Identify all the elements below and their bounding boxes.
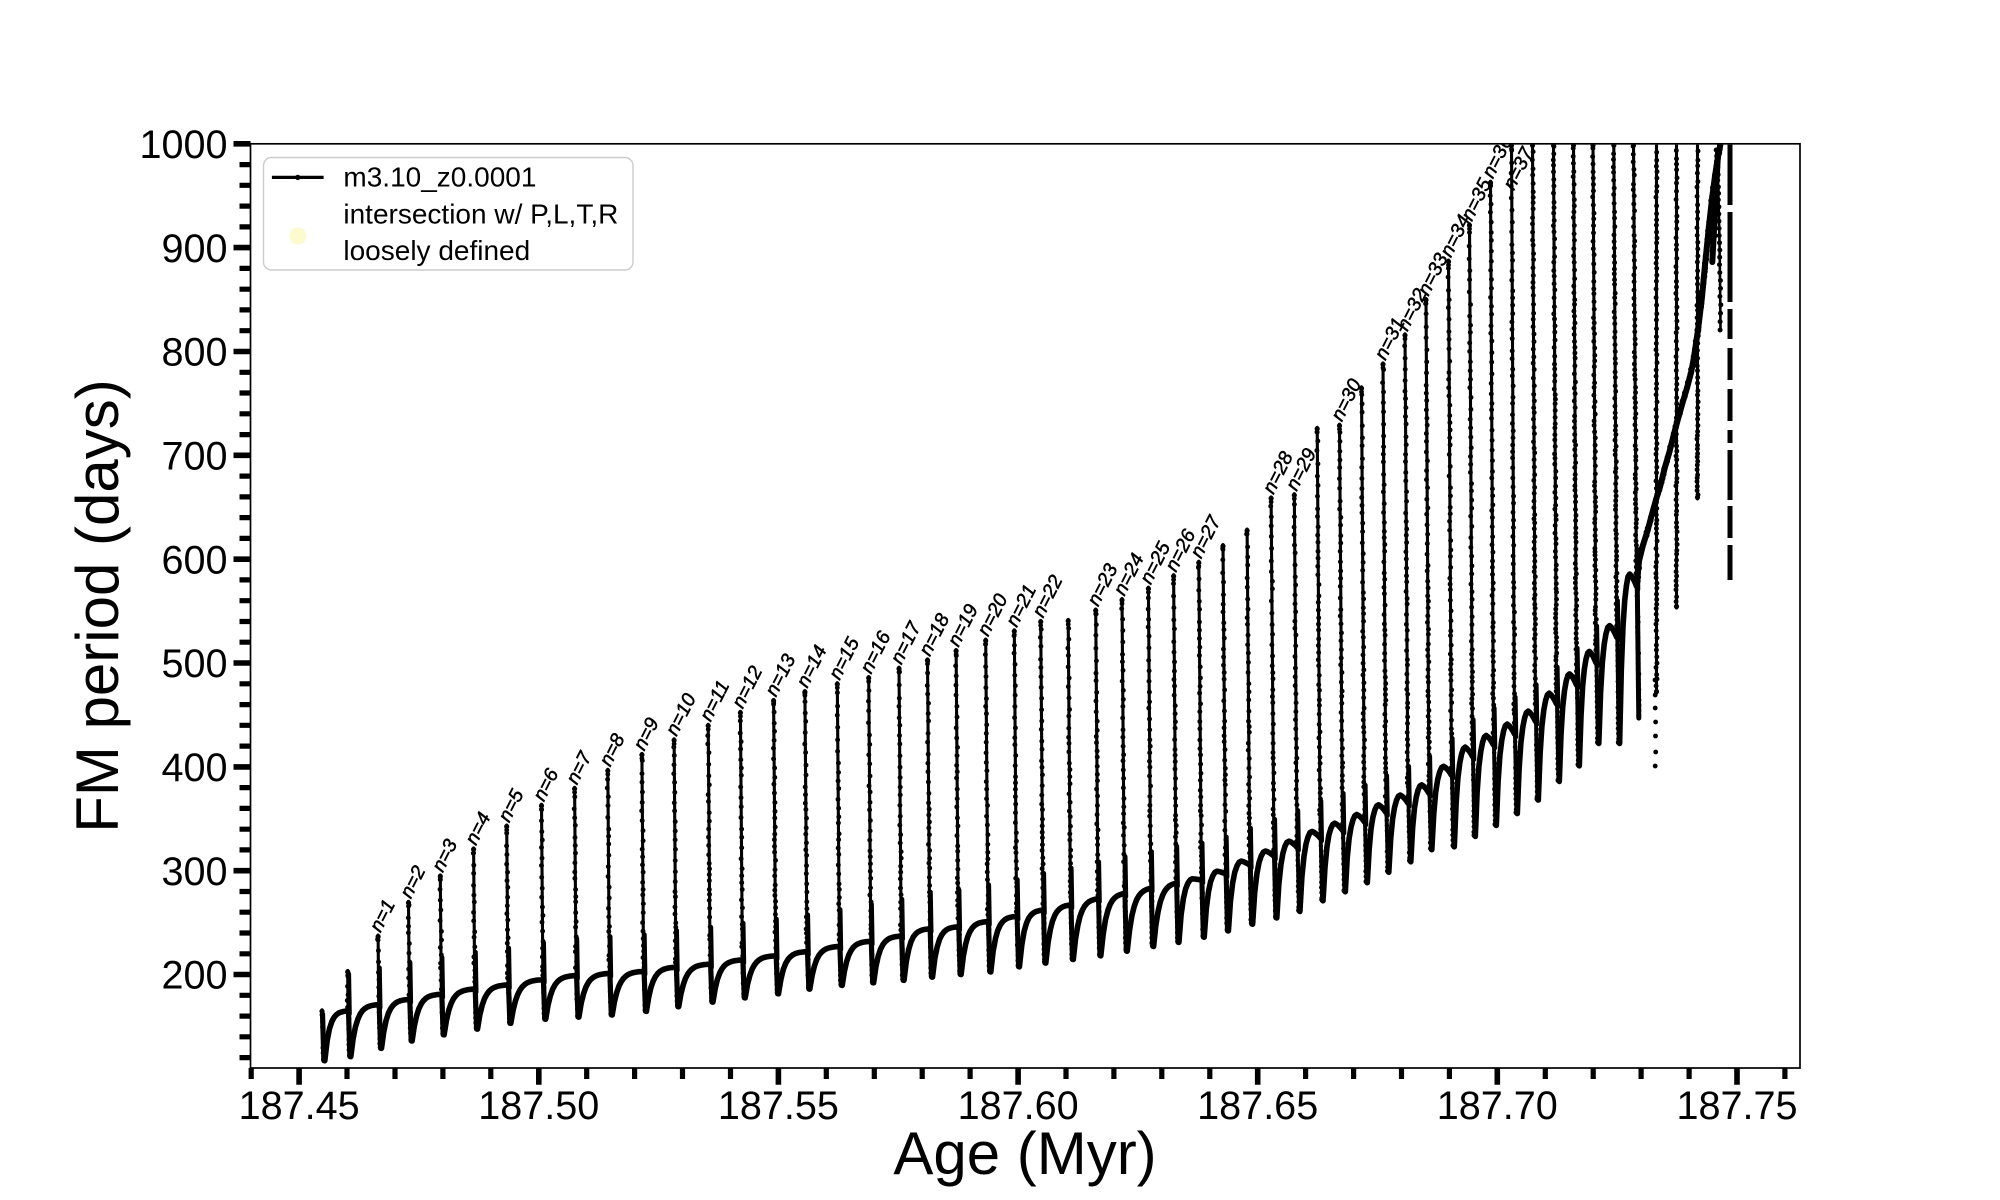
svg-text:600: 600: [161, 538, 227, 582]
svg-text:187.70: 187.70: [1437, 1084, 1558, 1128]
svg-text:700: 700: [161, 435, 227, 479]
svg-text:900: 900: [161, 227, 227, 271]
svg-text:187.75: 187.75: [1676, 1084, 1797, 1128]
svg-text:500: 500: [161, 642, 227, 686]
svg-text:intersection w/ P,L,T,R: intersection w/ P,L,T,R: [343, 198, 618, 229]
svg-text:187.45: 187.45: [239, 1084, 360, 1128]
svg-text:187.65: 187.65: [1197, 1084, 1318, 1128]
svg-text:m3.10_z0.0001: m3.10_z0.0001: [343, 161, 536, 192]
svg-text:1000: 1000: [139, 123, 227, 167]
svg-text:187.55: 187.55: [718, 1084, 839, 1128]
svg-text:FM period (days): FM period (days): [64, 379, 131, 832]
svg-text:loosely defined: loosely defined: [343, 235, 530, 266]
svg-text:187.50: 187.50: [478, 1084, 599, 1128]
svg-text:187.60: 187.60: [958, 1084, 1079, 1128]
svg-text:800: 800: [161, 331, 227, 375]
svg-text:200: 200: [161, 954, 227, 998]
svg-text:Age (Myr): Age (Myr): [893, 1120, 1156, 1187]
svg-text:300: 300: [161, 850, 227, 894]
svg-text:400: 400: [161, 746, 227, 790]
